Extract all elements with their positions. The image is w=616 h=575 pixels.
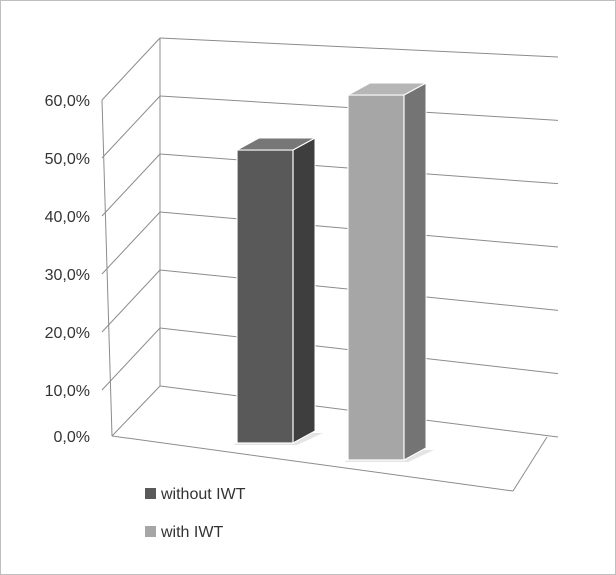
gridline-side bbox=[101, 327, 161, 391]
gridline-side bbox=[101, 211, 161, 275]
y-tick-label: 30,0% bbox=[45, 267, 90, 284]
y-tick-label: 40,0% bbox=[45, 209, 90, 226]
bar-front-2 bbox=[347, 94, 405, 461]
floor-front-edge bbox=[111, 435, 514, 492]
gridline-side bbox=[101, 269, 161, 333]
legend-swatch bbox=[145, 526, 156, 537]
bar-top-1 bbox=[236, 137, 316, 151]
gridline-side bbox=[101, 153, 161, 217]
gridline-side bbox=[111, 385, 161, 437]
gridline-side bbox=[101, 37, 161, 101]
y-tick-label: 50,0% bbox=[45, 151, 90, 168]
y-tick-label: 10,0% bbox=[45, 383, 90, 400]
legend-swatch bbox=[145, 488, 156, 499]
legend-label: without IWT bbox=[160, 486, 246, 503]
gridline-back bbox=[159, 37, 559, 58]
floor-right-edge bbox=[512, 436, 548, 492]
y-tick-label: 0,0% bbox=[54, 429, 90, 446]
y-tick-label: 60,0% bbox=[45, 93, 90, 110]
y-axis-line bbox=[101, 99, 113, 437]
y-tick-label: 20,0% bbox=[45, 325, 90, 342]
gridline-side bbox=[101, 95, 161, 159]
legend-label: with IWT bbox=[160, 524, 223, 541]
bar-side-2 bbox=[403, 82, 427, 461]
bar-top-2 bbox=[347, 82, 427, 96]
bar-side-1 bbox=[292, 137, 316, 444]
bar-front-1 bbox=[236, 149, 294, 444]
